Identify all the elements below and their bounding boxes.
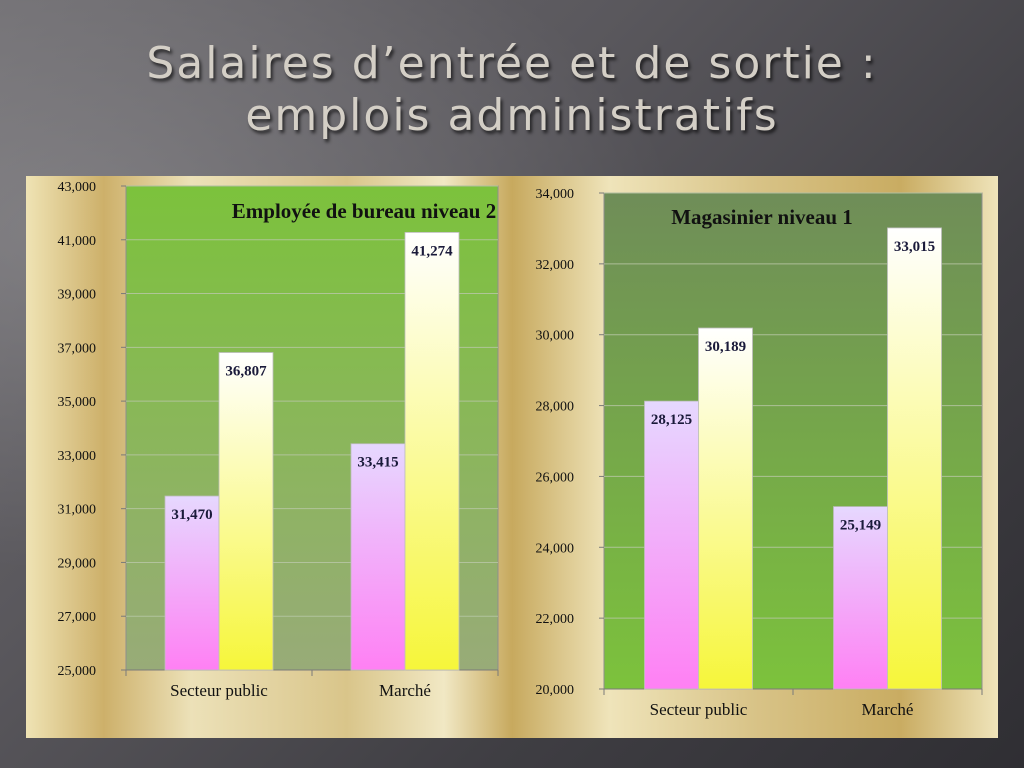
chart1-y-tick-label: 31,000 xyxy=(58,503,97,518)
chart1-data-label-series2-2: 41,274 xyxy=(411,243,453,259)
chart1-data-label-series1-1: 31,470 xyxy=(171,507,212,523)
chart2-y-tick-label: 20,000 xyxy=(536,683,575,698)
chart2-bar-series2-1 xyxy=(698,327,753,690)
chart2-data-label-series1-1: 28,125 xyxy=(651,412,692,428)
chart1-y-tick-label: 43,000 xyxy=(58,180,97,195)
chart2-y-tick-label: 28,000 xyxy=(536,400,575,415)
chart1-y-tick-label: 39,000 xyxy=(58,288,97,303)
chart1-y-tick-label: 27,000 xyxy=(58,610,97,625)
chart2-category-label: Marché xyxy=(862,700,914,719)
chart2-bar-series2-2 xyxy=(887,227,942,690)
chart1-category-label: Marché xyxy=(379,681,431,700)
chart2-bar-series1-2 xyxy=(833,506,888,690)
charts-panel: 25,000 27,000 29,000 31,000 33,000 35,000 37,0… xyxy=(26,176,998,738)
chart2-y-tick-label: 32,000 xyxy=(536,258,575,273)
chart2-title: Magasinier niveau 1 xyxy=(671,205,853,229)
chart2-y-tick-label: 22,000 xyxy=(536,612,575,627)
chart2-data-label-series2-2: 33,015 xyxy=(894,239,935,255)
chart2-y-tick-label: 24,000 xyxy=(536,541,575,556)
slide-title-line-1: Salaires d’entrée et de sortie : xyxy=(146,38,878,89)
chart2-bar-series1-1 xyxy=(644,400,699,690)
charts-svg: 25,000 27,000 29,000 31,000 33,000 35,000 37,0… xyxy=(58,180,983,719)
chart1-category-label: Secteur public xyxy=(170,681,268,700)
chart1-y-tick-label: 25,000 xyxy=(58,664,97,679)
chart1-data-label-series2-1: 36,807 xyxy=(225,364,267,380)
chart1-y-tick-label: 41,000 xyxy=(58,234,97,249)
slide-title-line-2: emplois administratifs xyxy=(245,90,779,141)
chart2-category-label: Secteur public xyxy=(650,700,748,719)
chart1-y-tick-label: 37,000 xyxy=(58,341,97,356)
slide-title: Salaires d’entrée et de sortie : emplois… xyxy=(0,38,1024,142)
chart1-data-label-series1-2: 33,415 xyxy=(357,455,398,471)
chart1-y-tick-label: 29,000 xyxy=(58,556,97,571)
chart2-y-tick-label: 26,000 xyxy=(536,470,575,485)
chart1-bar-series1-2 xyxy=(350,443,406,671)
chart1-y-tick-label: 35,000 xyxy=(58,395,97,410)
chart1-bar-series1-1 xyxy=(164,495,220,671)
chart2-y-tick-label: 34,000 xyxy=(536,187,575,202)
chart1-title: Employée de bureau niveau 2 xyxy=(232,199,496,223)
chart1-y-tick-label: 33,000 xyxy=(58,449,97,464)
chart1-bar-series2-2 xyxy=(404,232,460,671)
chart2-data-label-series2-1: 30,189 xyxy=(705,339,746,355)
chart2-data-label-series1-2: 25,149 xyxy=(840,518,881,534)
chart1-bar-series2-1 xyxy=(218,352,274,671)
chart2-y-tick-label: 30,000 xyxy=(536,329,575,344)
